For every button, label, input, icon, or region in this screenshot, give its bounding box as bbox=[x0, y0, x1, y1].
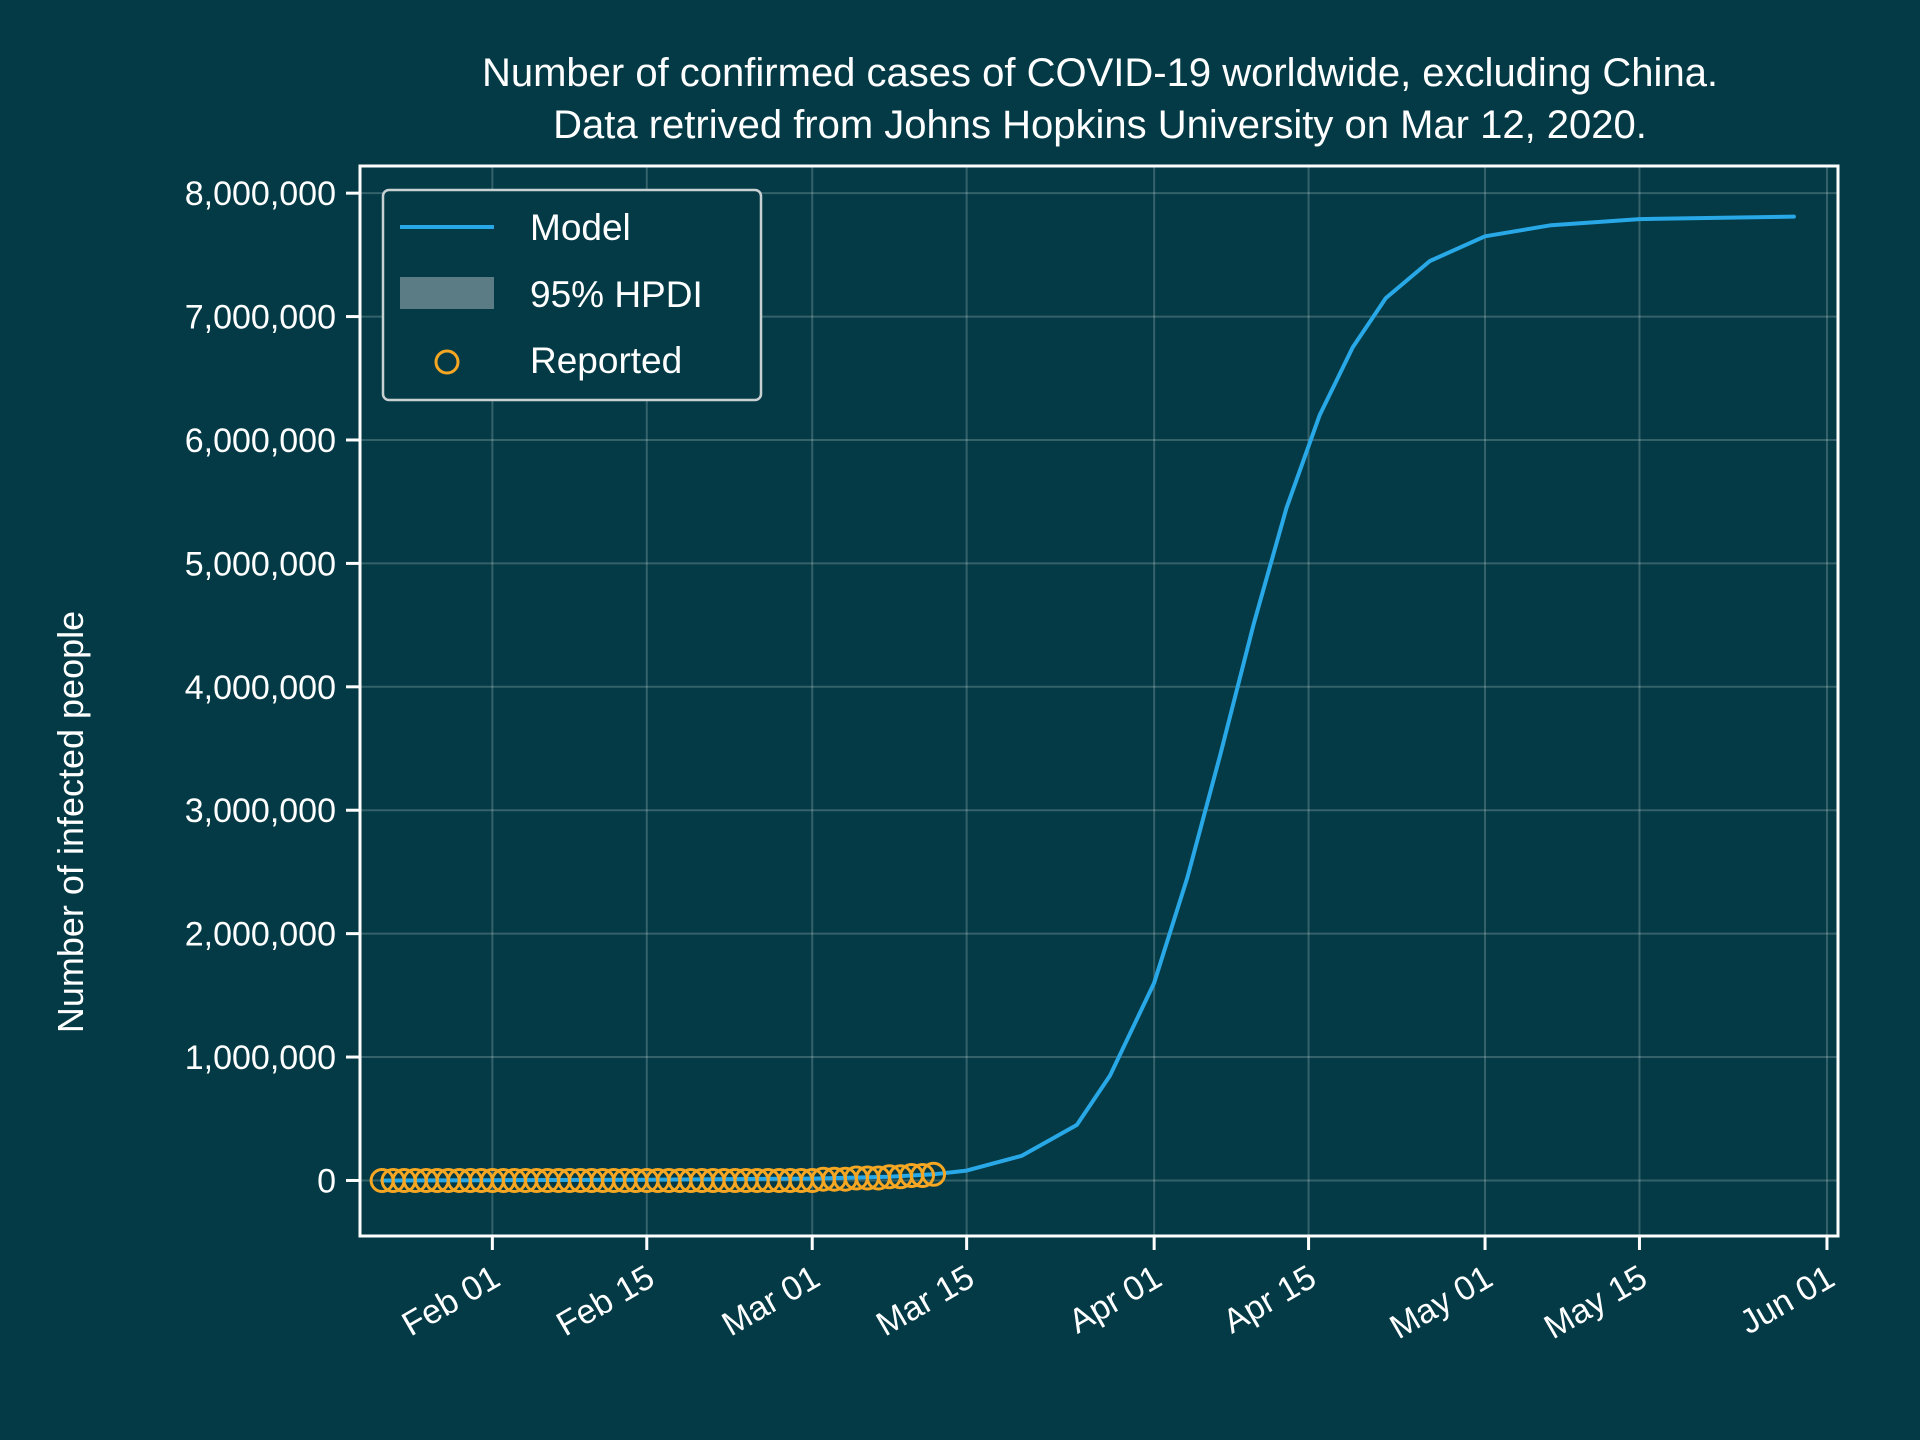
legend-frame bbox=[381, 188, 763, 402]
legend-hpdi-swatch bbox=[400, 277, 494, 309]
y-tick-label: 4,000,000 bbox=[185, 669, 336, 707]
y-axis-ticks: 0 1,000,000 2,000,000 3,000,000 4,000,000 5,0… bbox=[185, 175, 360, 1200]
y-tick-label: 2,000,000 bbox=[185, 916, 336, 954]
y-tick-label: 5,000,000 bbox=[185, 545, 336, 583]
legend-model-label: Model bbox=[530, 207, 631, 248]
x-tick-label: Feb 01 bbox=[396, 1258, 507, 1344]
plot-frame bbox=[358, 164, 1840, 1238]
y-tick-label: 0 bbox=[317, 1162, 336, 1200]
x-axis-ticks: Feb 01 Feb 15 Mar 01 Mar 15 Apr 01 Apr 15 May … bbox=[396, 1236, 1841, 1347]
y-tick-label: 6,000,000 bbox=[185, 422, 336, 460]
reported-points-layer bbox=[369, 1161, 947, 1193]
reported-point bbox=[921, 1161, 947, 1187]
x-tick-label: Mar 15 bbox=[870, 1258, 981, 1344]
reported-point bbox=[910, 1163, 935, 1188]
x-tick-label: May 01 bbox=[1383, 1258, 1499, 1347]
legend-reported-label: Reported bbox=[530, 340, 682, 381]
x-tick-label: Jun 01 bbox=[1734, 1258, 1841, 1342]
x-tick-label: Mar 01 bbox=[716, 1258, 827, 1344]
x-tick-label: Feb 15 bbox=[550, 1258, 661, 1344]
x-tick-label: Apr 01 bbox=[1062, 1258, 1168, 1341]
chart-title-line-1: Number of confirmed cases of COVID-19 wo… bbox=[482, 51, 1718, 95]
y-tick-label: 3,000,000 bbox=[185, 792, 336, 830]
legend: Model 95% HPDI Reported bbox=[381, 188, 763, 402]
x-tick-label: Apr 15 bbox=[1217, 1258, 1323, 1341]
legend-hpdi-label: 95% HPDI bbox=[530, 274, 703, 315]
model-series-line bbox=[380, 214, 1796, 1183]
x-tick-label: May 15 bbox=[1538, 1258, 1654, 1347]
y-tick-label: 8,000,000 bbox=[185, 175, 336, 213]
y-tick-label: 7,000,000 bbox=[185, 299, 336, 337]
y-tick-label: 1,000,000 bbox=[185, 1039, 336, 1077]
legend-reported-swatch bbox=[434, 349, 460, 375]
chart-title-line-2: Data retrived from Johns Hopkins Univers… bbox=[553, 103, 1647, 147]
y-axis-label: Number of infected people bbox=[50, 611, 91, 1033]
model-line-layer bbox=[380, 214, 1796, 1183]
